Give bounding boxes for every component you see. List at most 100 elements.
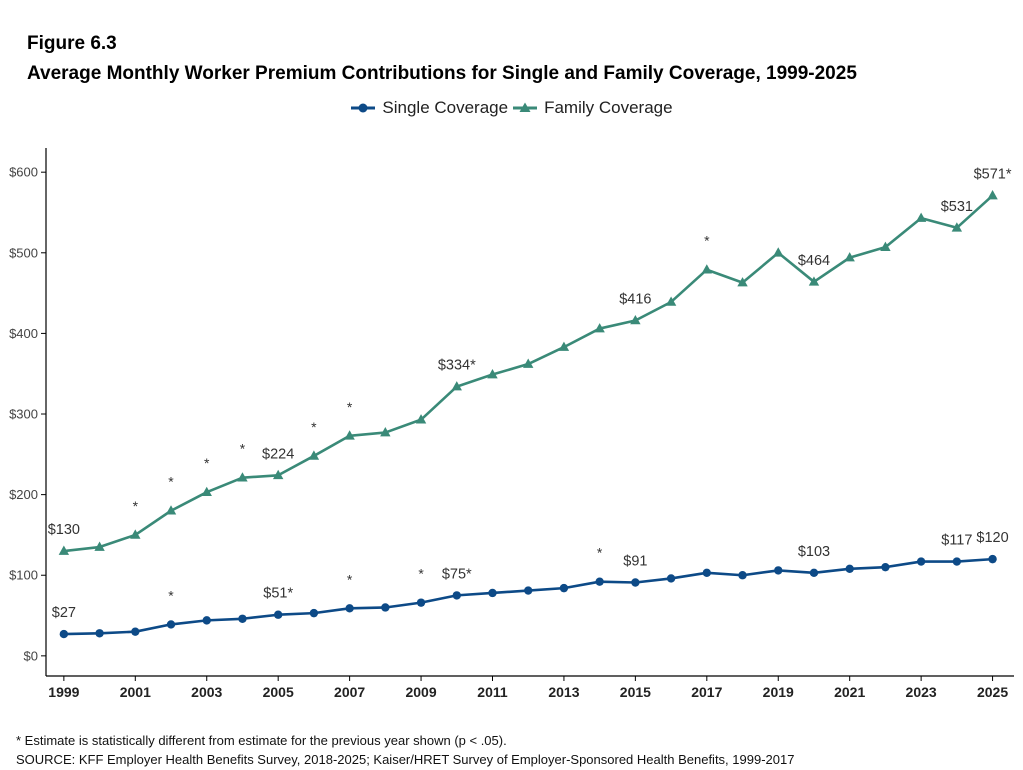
data-point-single: [131, 627, 140, 636]
data-point-single: [702, 568, 712, 578]
data-point-single: [166, 620, 176, 629]
data-point-family: [308, 450, 320, 460]
data-point-family: [451, 381, 462, 391]
data-point-family: [201, 486, 212, 497]
data-point-single: [952, 557, 962, 566]
y-tick-label: $0: [24, 648, 38, 663]
legend-marker-triangle-icon: [513, 102, 538, 112]
data-label: $120: [976, 530, 1008, 546]
data-point-family: [594, 323, 605, 333]
data-point-family: [380, 427, 391, 437]
significance-star: *: [240, 441, 246, 457]
data-point-single: [381, 603, 390, 612]
x-tick-label: 2009: [405, 684, 436, 700]
data-point-single: [631, 578, 640, 587]
significance-star: *: [168, 474, 174, 490]
data-point-single: [881, 562, 890, 572]
data-label: $91: [623, 553, 647, 569]
data-point-family: [737, 277, 748, 287]
y-tick-label: $300: [9, 407, 38, 422]
x-tick-label: 2007: [334, 684, 365, 700]
y-tick-label: $600: [9, 165, 38, 180]
legend-label-family: Family Coverage: [544, 98, 673, 117]
data-point-family: [58, 545, 70, 555]
series-line-family: [63, 194, 994, 553]
data-point-family: [558, 341, 570, 351]
data-point-single: [524, 586, 533, 595]
significance-star: *: [597, 545, 603, 561]
significance-star: *: [204, 455, 210, 471]
y-tick-label: $200: [9, 487, 38, 502]
data-point-family: [701, 264, 713, 274]
data-point-family: [844, 252, 855, 262]
legend-marker-circle-icon: [351, 103, 376, 113]
significance-star: *: [347, 571, 353, 587]
data-point-family: [344, 430, 355, 440]
x-tick-label: 2011: [477, 684, 508, 700]
data-point-single: [59, 629, 69, 639]
data-label: $103: [798, 544, 830, 560]
x-tick-label: 2017: [691, 684, 722, 700]
data-point-single: [774, 566, 783, 575]
data-label: $75*: [442, 566, 472, 582]
data-point-family: [523, 358, 534, 368]
chart-title: Average Monthly Worker Premium Contribut…: [27, 63, 857, 84]
significance-star: *: [168, 587, 174, 603]
y-tick-label: $500: [9, 245, 38, 260]
x-tick-label: 2019: [763, 684, 794, 700]
data-point-family: [130, 529, 141, 539]
x-tick-label: 2015: [620, 684, 651, 700]
data-point-family: [808, 276, 820, 286]
data-point-family: [951, 222, 963, 232]
data-point-family: [165, 505, 177, 515]
x-tick-label: 2025: [977, 684, 1008, 700]
data-point-single: [309, 608, 319, 618]
data-point-family: [487, 369, 498, 379]
x-tick-label: 1999: [48, 684, 79, 700]
data-label: $51*: [263, 586, 293, 602]
x-tick-label: 2023: [906, 684, 937, 700]
data-point-family: [987, 190, 998, 200]
data-point-single: [238, 614, 247, 623]
data-point-single: [666, 574, 676, 583]
legend-item-single: Single Coverage: [350, 98, 508, 118]
significance-star: *: [418, 566, 424, 582]
legend-label-single: Single Coverage: [382, 98, 509, 117]
data-point-single: [202, 616, 211, 625]
data-point-single: [273, 610, 283, 619]
data-point-single: [988, 554, 997, 564]
data-point-single: [738, 571, 747, 580]
x-tick-label: 2013: [548, 684, 579, 700]
data-point-single: [559, 583, 569, 593]
figure-label: Figure 6.3: [27, 33, 117, 54]
data-point-family: [880, 241, 891, 251]
data-point-single: [595, 577, 604, 586]
data-label: $117: [941, 533, 972, 549]
significance-star: *: [133, 498, 139, 514]
data-label: $464: [798, 253, 830, 269]
footnote: * Estimate is statistically different fr…: [16, 733, 507, 748]
legend-item-family: Family Coverage: [512, 98, 673, 118]
data-label: $224: [262, 446, 294, 462]
data-label: $531: [941, 199, 973, 215]
data-label: $334*: [438, 358, 476, 374]
data-point-single: [809, 568, 819, 578]
data-label: $416: [619, 292, 651, 308]
legend: Single Coverage Family Coverage: [0, 98, 1023, 118]
data-point-single: [95, 629, 104, 638]
data-point-single: [452, 591, 461, 600]
x-tick-label: 2021: [834, 684, 865, 700]
data-point-single: [916, 557, 926, 566]
data-point-family: [237, 472, 248, 482]
y-tick-label: $400: [9, 326, 38, 341]
data-point-family: [272, 469, 284, 480]
data-point-family: [415, 414, 427, 424]
x-tick-label: 2003: [191, 684, 222, 700]
significance-star: *: [347, 399, 353, 415]
significance-star: *: [704, 233, 710, 249]
data-point-single: [416, 598, 426, 607]
data-label: $130: [48, 522, 80, 538]
data-point-family: [665, 296, 677, 306]
significance-star: *: [311, 419, 317, 435]
